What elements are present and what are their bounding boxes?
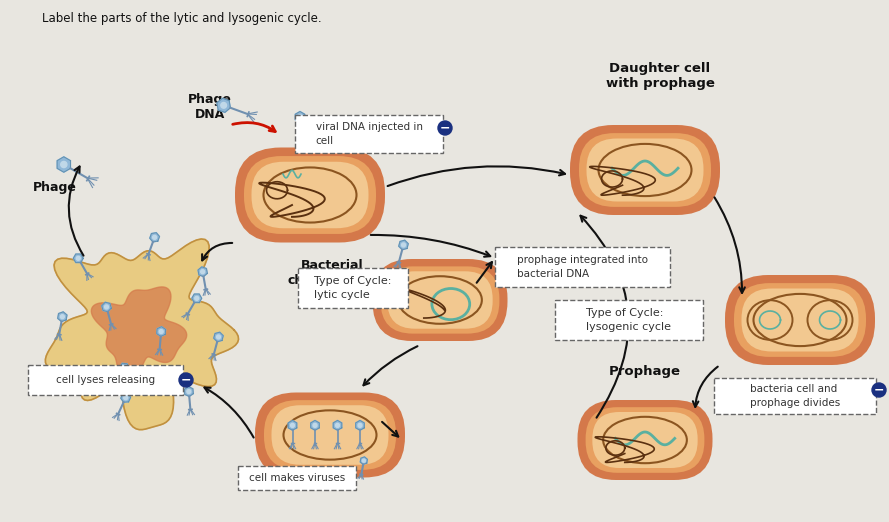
Polygon shape bbox=[58, 312, 67, 322]
Text: cell makes viruses: cell makes viruses bbox=[249, 473, 345, 483]
Circle shape bbox=[201, 270, 204, 274]
FancyBboxPatch shape bbox=[495, 247, 670, 287]
Circle shape bbox=[220, 102, 227, 108]
FancyBboxPatch shape bbox=[298, 268, 408, 308]
Polygon shape bbox=[288, 420, 297, 430]
FancyBboxPatch shape bbox=[28, 365, 183, 395]
Polygon shape bbox=[121, 393, 131, 402]
Text: cell lyses releasing: cell lyses releasing bbox=[56, 375, 155, 385]
Text: prophage integrated into
bacterial DNA: prophage integrated into bacterial DNA bbox=[517, 255, 648, 279]
FancyBboxPatch shape bbox=[734, 283, 866, 357]
FancyBboxPatch shape bbox=[555, 300, 703, 340]
FancyBboxPatch shape bbox=[252, 162, 369, 228]
FancyBboxPatch shape bbox=[592, 412, 698, 468]
Polygon shape bbox=[295, 112, 305, 123]
Text: Bacterial
chromosome: Bacterial chromosome bbox=[287, 259, 377, 287]
FancyBboxPatch shape bbox=[238, 466, 356, 490]
FancyBboxPatch shape bbox=[587, 138, 703, 201]
Polygon shape bbox=[333, 420, 341, 430]
Polygon shape bbox=[92, 287, 187, 380]
Polygon shape bbox=[156, 327, 165, 337]
Text: bacteria cell and
prophage divides: bacteria cell and prophage divides bbox=[750, 384, 840, 408]
Circle shape bbox=[438, 121, 452, 135]
Circle shape bbox=[179, 373, 193, 387]
FancyBboxPatch shape bbox=[578, 400, 712, 480]
Circle shape bbox=[159, 329, 164, 334]
Circle shape bbox=[60, 315, 64, 319]
Circle shape bbox=[105, 305, 108, 309]
Circle shape bbox=[153, 235, 156, 239]
Circle shape bbox=[217, 335, 220, 339]
Polygon shape bbox=[217, 98, 230, 112]
Circle shape bbox=[872, 383, 886, 397]
Text: Type of Cycle:
lysogenic cycle: Type of Cycle: lysogenic cycle bbox=[587, 309, 671, 331]
Polygon shape bbox=[184, 387, 193, 397]
Circle shape bbox=[63, 370, 68, 374]
FancyBboxPatch shape bbox=[372, 259, 508, 341]
Polygon shape bbox=[360, 457, 367, 465]
Text: Label the parts of the lytic and lysogenic cycle.: Label the parts of the lytic and lysogen… bbox=[42, 12, 322, 25]
FancyBboxPatch shape bbox=[725, 275, 875, 365]
Circle shape bbox=[363, 459, 365, 462]
Polygon shape bbox=[45, 239, 238, 430]
Text: viral DNA injected in
cell: viral DNA injected in cell bbox=[316, 122, 422, 146]
FancyBboxPatch shape bbox=[714, 378, 876, 414]
Text: −: − bbox=[440, 122, 450, 135]
FancyBboxPatch shape bbox=[380, 266, 500, 334]
Circle shape bbox=[187, 389, 191, 394]
FancyBboxPatch shape bbox=[235, 148, 385, 243]
FancyBboxPatch shape bbox=[264, 400, 396, 470]
Polygon shape bbox=[356, 420, 364, 430]
Circle shape bbox=[123, 366, 126, 370]
Circle shape bbox=[76, 256, 80, 260]
Polygon shape bbox=[213, 332, 223, 342]
Circle shape bbox=[195, 296, 199, 300]
Circle shape bbox=[313, 423, 317, 428]
Polygon shape bbox=[60, 367, 70, 377]
Polygon shape bbox=[192, 294, 202, 303]
Text: −: − bbox=[180, 374, 191, 387]
FancyBboxPatch shape bbox=[244, 156, 376, 234]
Circle shape bbox=[60, 161, 67, 168]
Circle shape bbox=[335, 423, 340, 428]
FancyBboxPatch shape bbox=[741, 289, 859, 351]
Circle shape bbox=[402, 243, 405, 247]
Circle shape bbox=[124, 396, 128, 400]
Circle shape bbox=[298, 115, 302, 119]
FancyBboxPatch shape bbox=[255, 393, 405, 478]
Polygon shape bbox=[311, 420, 319, 430]
Text: Phage: Phage bbox=[33, 182, 77, 195]
Polygon shape bbox=[149, 233, 159, 242]
Polygon shape bbox=[57, 157, 70, 172]
FancyBboxPatch shape bbox=[579, 133, 711, 207]
Polygon shape bbox=[73, 254, 84, 263]
Polygon shape bbox=[119, 363, 129, 372]
Circle shape bbox=[358, 423, 362, 428]
FancyBboxPatch shape bbox=[295, 115, 443, 153]
Text: Type of Cycle:
lytic cycle: Type of Cycle: lytic cycle bbox=[315, 277, 392, 300]
Text: Prophage: Prophage bbox=[609, 365, 681, 378]
FancyBboxPatch shape bbox=[586, 407, 704, 473]
Text: −: − bbox=[874, 384, 885, 397]
Polygon shape bbox=[101, 302, 111, 312]
Polygon shape bbox=[398, 240, 408, 250]
FancyBboxPatch shape bbox=[570, 125, 720, 215]
FancyBboxPatch shape bbox=[388, 271, 493, 329]
Text: Daughter cell
with prophage: Daughter cell with prophage bbox=[605, 62, 715, 90]
Circle shape bbox=[291, 423, 294, 428]
Polygon shape bbox=[198, 267, 207, 277]
Text: Phage
DNA: Phage DNA bbox=[188, 93, 232, 121]
FancyBboxPatch shape bbox=[271, 405, 388, 465]
